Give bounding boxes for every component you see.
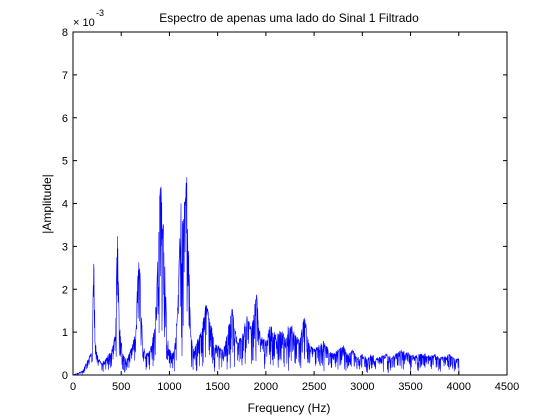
y-tick-label: 6	[62, 113, 68, 125]
x-tick-label: 3500	[398, 381, 422, 393]
x-tick-label: 3000	[350, 381, 374, 393]
plot-frame	[72, 31, 508, 376]
tick-layer: 0 500 1000 1500 2000 2500 3000 3500 4000 4500 0 1 2 3…	[62, 27, 519, 393]
x-tick-label: 1000	[157, 381, 181, 393]
y-tick-label: 4	[62, 199, 68, 211]
y-tick-label: 2	[62, 284, 68, 296]
y-axis-label: |Amplitude|	[40, 174, 54, 234]
x-tick-label: 500	[112, 381, 130, 393]
series-layer	[72, 177, 508, 376]
x-tick-label: 4000	[447, 381, 471, 393]
y-multiplier-exponent: -3	[96, 8, 104, 18]
y-tick-label: 5	[62, 156, 68, 168]
x-tick-label: 2500	[302, 381, 326, 393]
x-tick-label: 4500	[495, 381, 519, 393]
x-tick-label: 2000	[254, 381, 278, 393]
y-multiplier-base: × 10	[73, 17, 95, 29]
chart-title: Espectro de apenas uma lado do Sinal 1 F…	[159, 11, 419, 25]
y-tick-label: 3	[62, 241, 68, 253]
y-tick-label: 8	[62, 27, 68, 39]
y-tick-label: 1	[62, 327, 68, 339]
x-axis-label: Frequency (Hz)	[248, 401, 331, 415]
x-tick-label: 1500	[205, 381, 229, 393]
x-tick-label: 0	[70, 381, 76, 393]
y-tick-label: 7	[62, 70, 68, 82]
spectrum-series-line	[72, 177, 508, 376]
plot-area	[73, 32, 507, 375]
y-tick-label: 0	[62, 370, 68, 382]
